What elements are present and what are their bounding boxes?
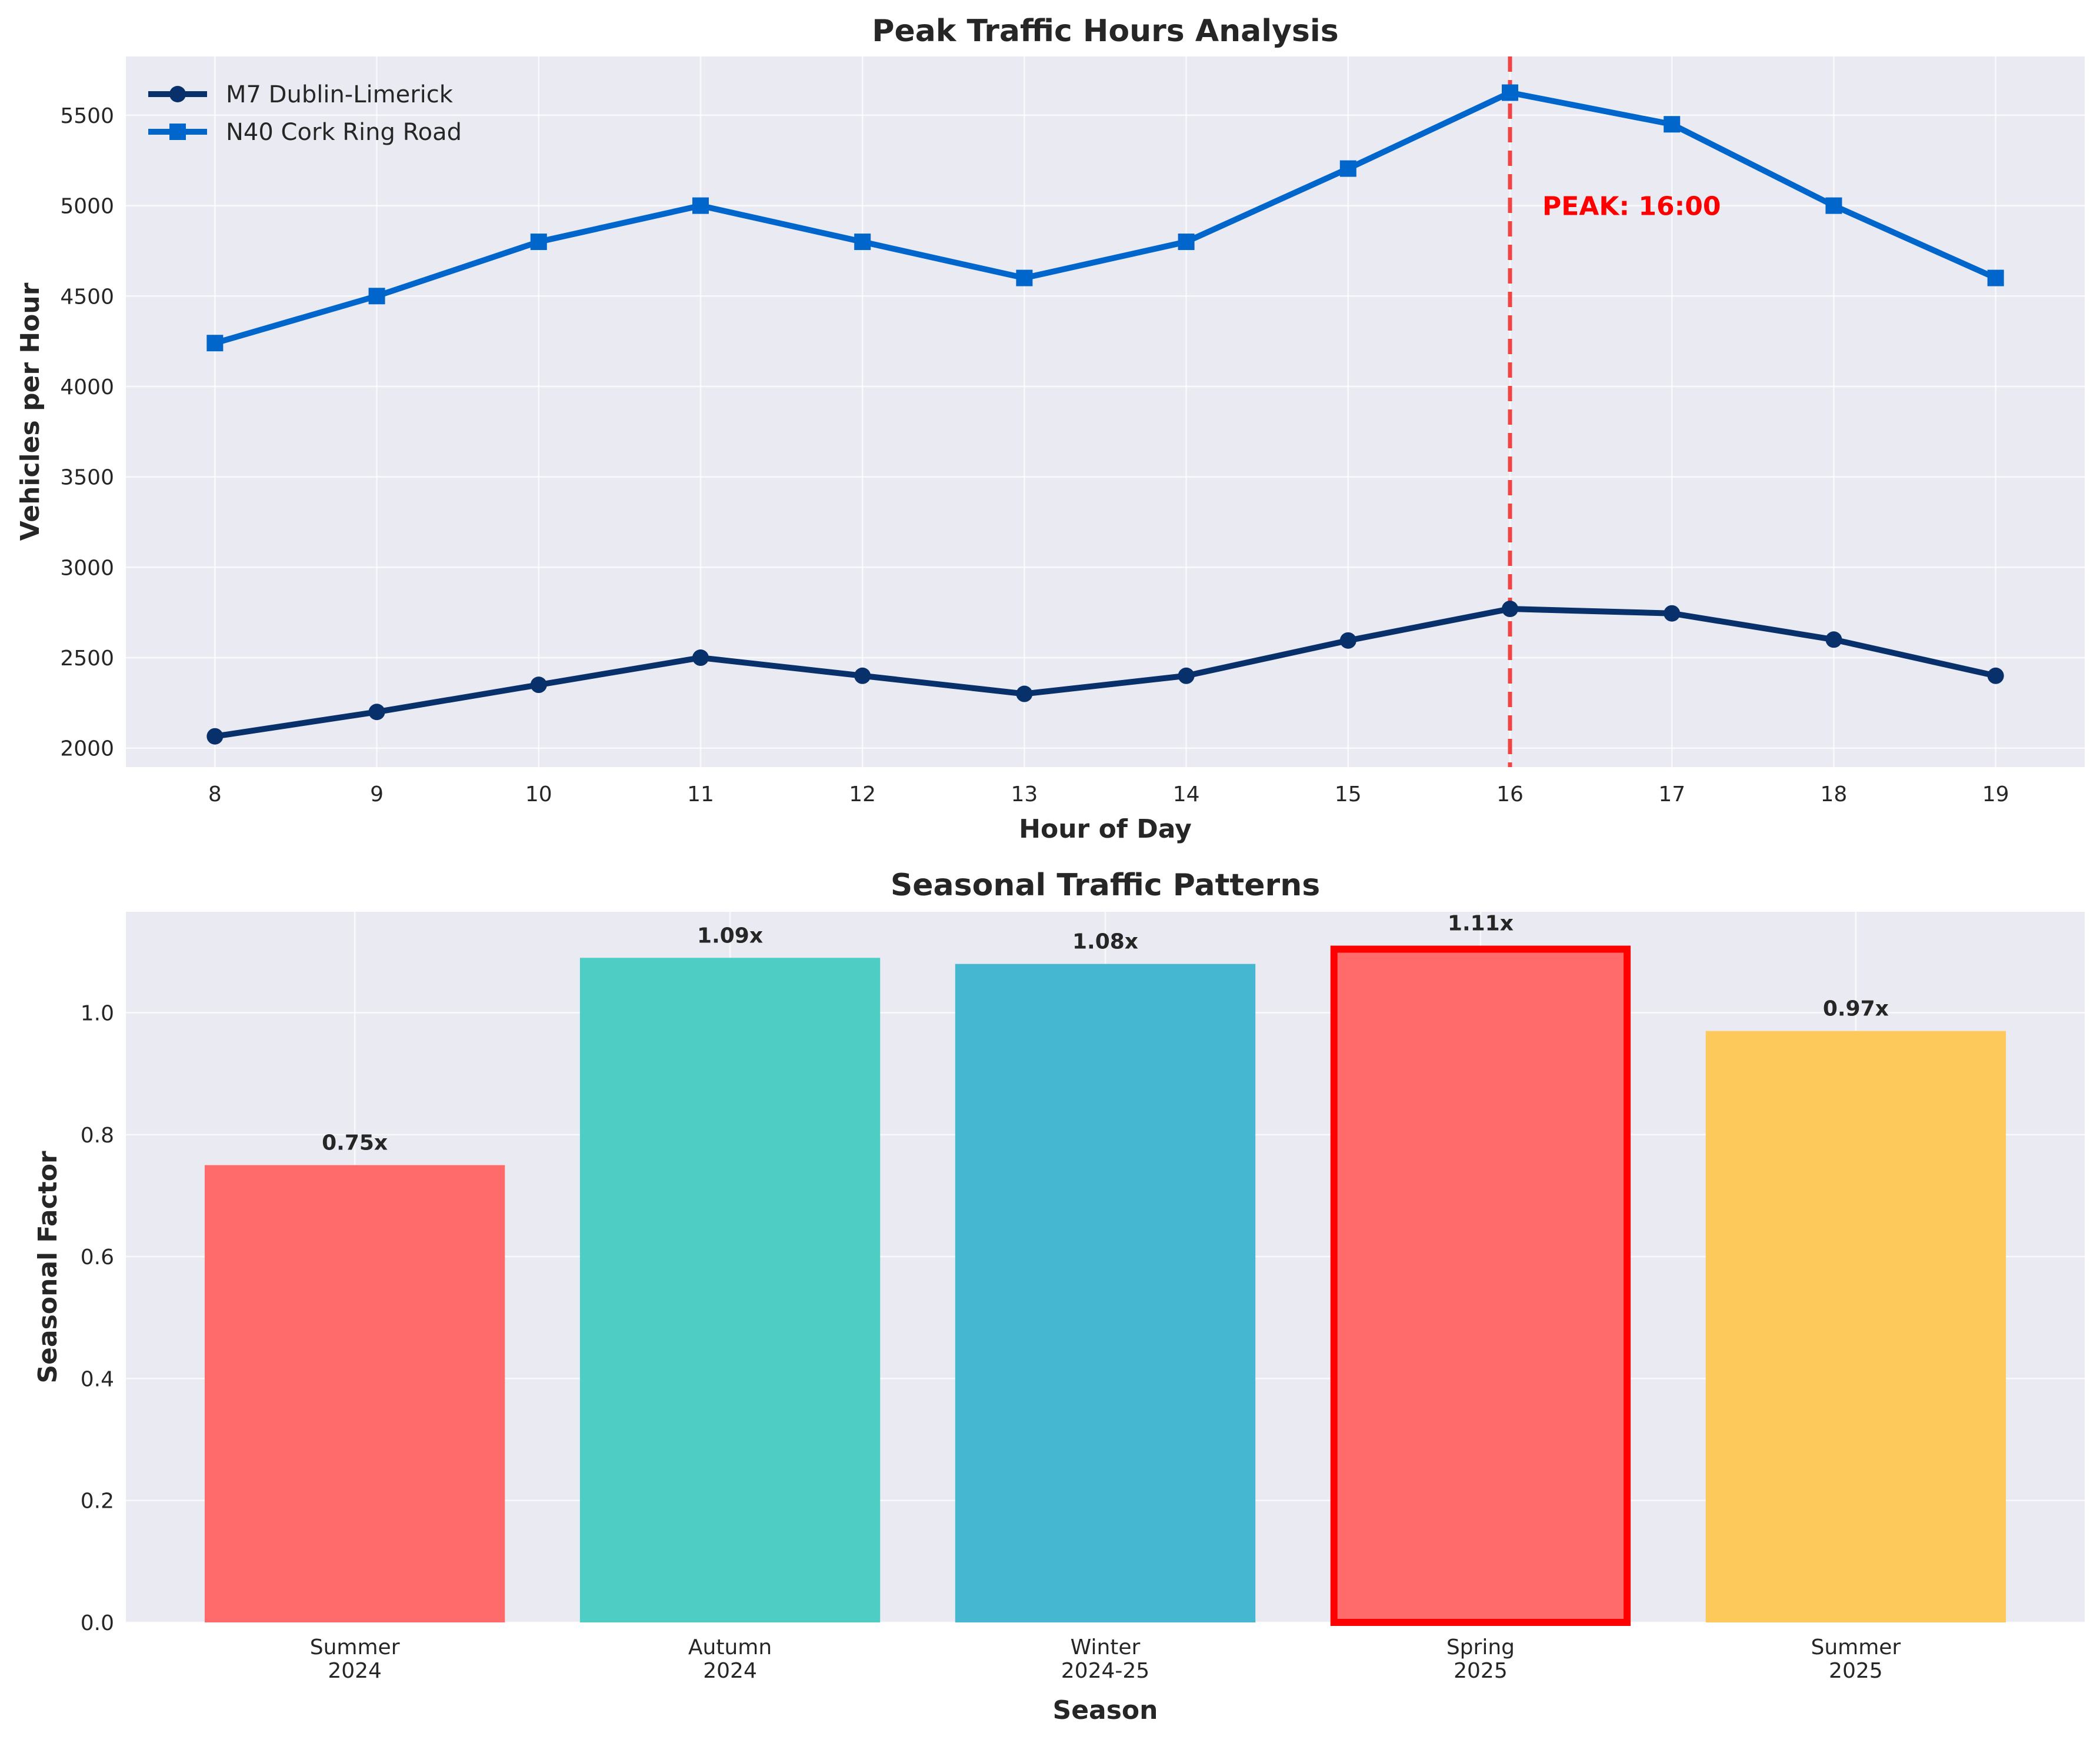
series-1-point (1016, 269, 1033, 286)
bar-value-label: 1.08x (1072, 930, 1138, 954)
bar-y-tick-label: 0.6 (81, 1245, 114, 1269)
line-x-tick-label: 17 (1658, 782, 1685, 806)
bar-y-tick-label: 0.0 (81, 1611, 114, 1635)
line-x-tick-label: 9 (370, 782, 384, 806)
series-0-point (530, 676, 547, 694)
bar-y-axis-label: Seasonal Factor (33, 1151, 63, 1384)
line-y-tick-label: 4500 (60, 285, 114, 309)
series-line-1 (212, 89, 1999, 346)
line-x-tick-label: 8 (208, 782, 222, 806)
bar-value-label: 0.97x (1823, 997, 1889, 1021)
line-series (206, 84, 2004, 745)
bar-x-tick-label: Spring (1446, 1635, 1515, 1659)
series-0-point (692, 649, 709, 666)
line-x-tick-label: 16 (1496, 782, 1524, 806)
bar-x-tick-label: 2024 (703, 1659, 757, 1683)
line-chart: 2000 2500 3000 3500 4000 4500 5000 5500 8 9 10 11 1… (15, 14, 2085, 844)
bar (1330, 945, 1631, 1626)
bar-x-axis-label: Season (1053, 1695, 1158, 1725)
line-x-axis-label: Hour of Day (1019, 814, 1192, 844)
series-0-point (1178, 667, 1195, 684)
series-line-0 (212, 606, 1999, 739)
series-1-point (692, 197, 709, 214)
bar (955, 964, 1256, 1622)
legend-swatch-marker (169, 124, 186, 140)
bar-x-tick-label: 2025 (1829, 1659, 1883, 1683)
series-1-point (1339, 160, 1356, 177)
bar-y-tick-label: 0.4 (81, 1367, 114, 1391)
series-1-point (368, 288, 385, 305)
legend-entry: M7 Dublin-Limerick (226, 81, 454, 108)
series-1-point (1987, 269, 2004, 286)
line-x-tick-label: 11 (687, 782, 714, 806)
line-x-tick-label: 12 (849, 782, 876, 806)
bar-x-tick-label: Autumn (688, 1635, 772, 1659)
series-1-point (206, 335, 224, 352)
series-0-point (368, 704, 385, 721)
line-y-tick-label: 2500 (60, 646, 114, 671)
series-0-point (206, 728, 224, 745)
bar-y-ticks: 0.0 0.2 0.4 0.6 0.8 1.0 (81, 1002, 114, 1635)
line-x-tick-label: 10 (525, 782, 552, 806)
bar-value-label: 1.11x (1448, 912, 1514, 936)
series-0-point (1664, 605, 1681, 622)
line-y-ticks: 2000 2500 3000 3500 4000 4500 5000 5500 (60, 104, 114, 761)
line-grid (126, 56, 2085, 767)
bar-value-label: 0.75x (322, 1131, 388, 1155)
bar-chart-title: Seasonal Traffic Patterns (891, 868, 1320, 903)
series-0-point (1987, 667, 2004, 684)
bar (1705, 1031, 2006, 1622)
series-0-point (1502, 601, 1519, 618)
bar-x-tick-label: 2024-25 (1061, 1659, 1149, 1683)
line-x-tick-label: 18 (1821, 782, 1848, 806)
series-1-point (1664, 116, 1681, 133)
series-1-point (530, 234, 547, 251)
bar (579, 958, 881, 1622)
line-x-tick-label: 15 (1335, 782, 1362, 806)
line-x-tick-label: 13 (1011, 782, 1038, 806)
bar-y-tick-label: 0.8 (81, 1124, 114, 1148)
bar-value-label: 1.09x (697, 924, 763, 948)
series-1-point (1502, 84, 1519, 101)
bar-y-tick-label: 1.0 (81, 1002, 114, 1026)
line-plot-area (126, 56, 2085, 767)
legend-swatch-marker (169, 86, 186, 102)
line-x-tick-label: 19 (1982, 782, 2009, 806)
bar-x-tick-label: 2025 (1454, 1659, 1508, 1683)
line-y-tick-label: 4000 (60, 375, 114, 399)
series-0-point (1825, 631, 1842, 648)
line-y-tick-label: 2000 (60, 737, 114, 761)
series-0-point (1339, 632, 1356, 649)
bar-x-tick-label: Summer (1811, 1635, 1901, 1659)
line-y-tick-label: 3000 (60, 556, 114, 580)
line-y-tick-label: 5000 (60, 195, 114, 219)
line-chart-title: Peak Traffic Hours Analysis (872, 14, 1338, 49)
bar-y-tick-label: 0.2 (81, 1489, 114, 1514)
bar-x-ticks: Summer2024Autumn2024Winter2024-25Spring2… (310, 1635, 1901, 1683)
bar-x-tick-label: Winter (1071, 1635, 1141, 1659)
series-0-point (1016, 685, 1033, 702)
line-x-tick-label: 14 (1173, 782, 1200, 806)
bar-x-tick-label: 2024 (328, 1659, 382, 1683)
series-1-point (1178, 234, 1195, 251)
legend-entry: N40 Cork Ring Road (226, 119, 462, 146)
series-1-point (1825, 197, 1842, 214)
line-y-tick-label: 3500 (60, 466, 114, 490)
bars: 0.75x 1.09x 1.08x 1.11x 0.97x (204, 912, 2006, 1626)
peak-annotation: PEAK: 16:00 (1542, 192, 1721, 222)
line-y-tick-label: 5500 (60, 104, 114, 128)
line-x-ticks: 8 9 10 11 12 13 14 15 16 17 18 19 (208, 782, 2009, 806)
line-y-axis-label: Vehicles per Hour (15, 282, 45, 541)
series-1-point (854, 234, 871, 251)
bar (204, 1165, 505, 1622)
bar-x-tick-label: Summer (310, 1635, 400, 1659)
legend: M7 Dublin-Limerick N40 Cork Ring Road (148, 81, 462, 146)
series-0-point (854, 667, 871, 684)
